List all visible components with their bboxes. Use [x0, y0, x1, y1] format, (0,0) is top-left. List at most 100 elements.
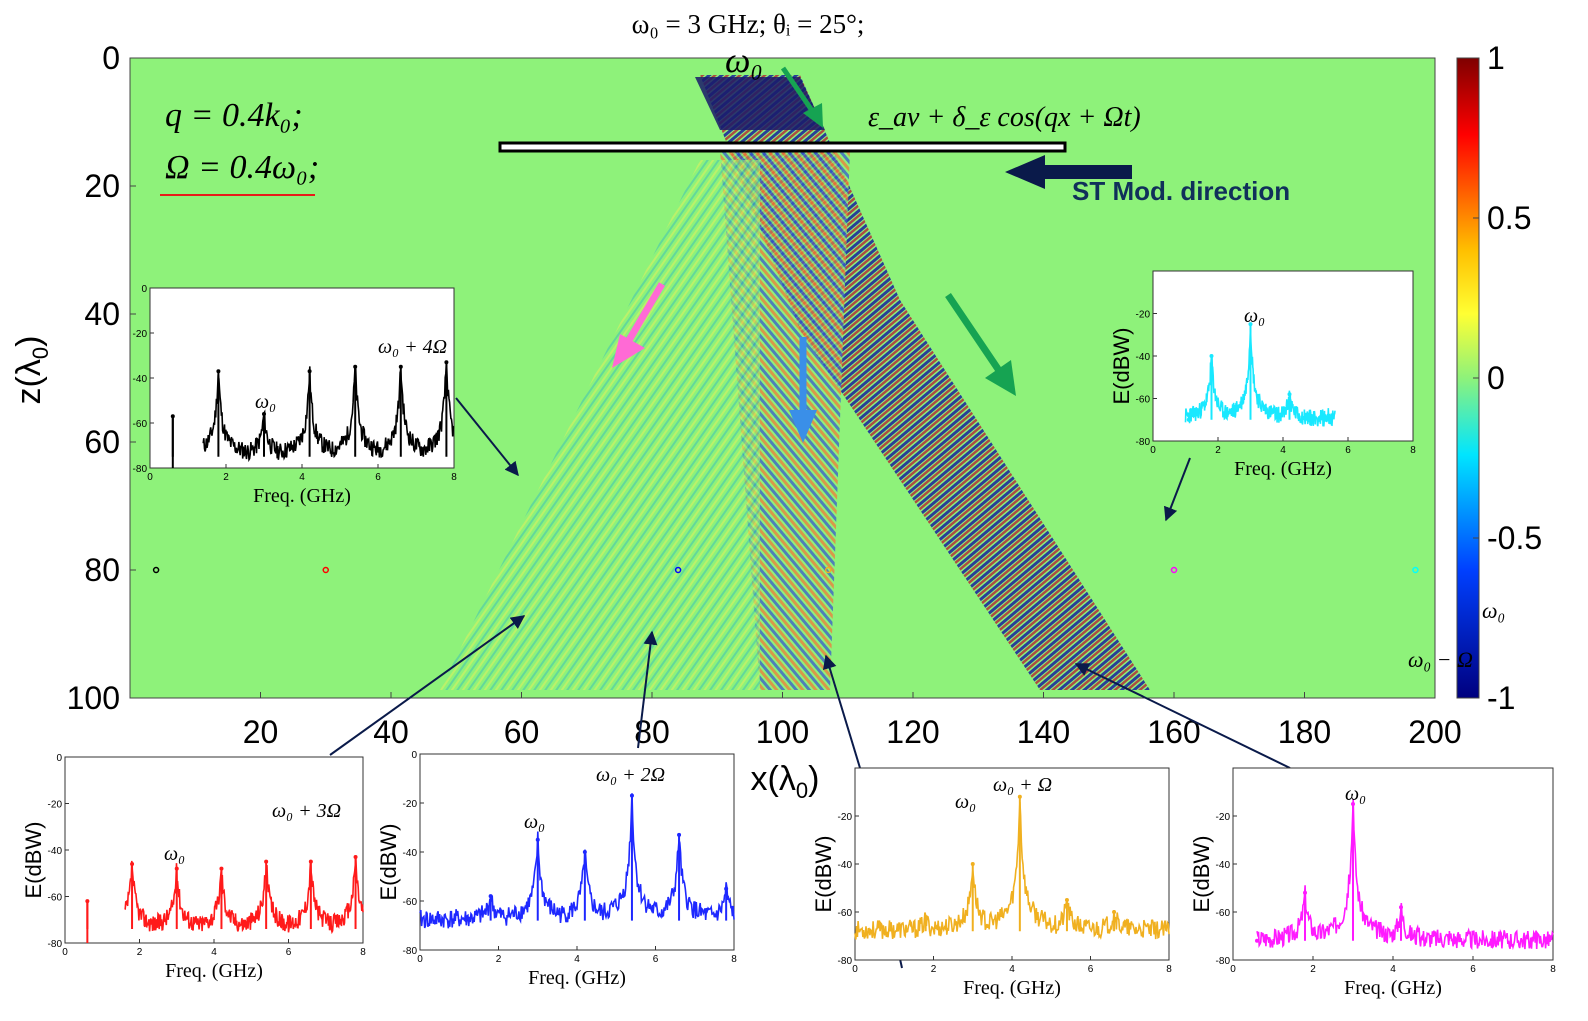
spectrum-peak-marker — [1351, 802, 1355, 806]
spectrum-peak-marker — [923, 917, 928, 922]
inset-ylabel: E(dBW) — [1189, 836, 1214, 913]
inset-y-tick-label: 0 — [56, 753, 62, 764]
spectrum-peak-marker — [1017, 794, 1022, 799]
inset-ylabel: E(dBW) — [1109, 328, 1134, 405]
spectrum-peak-marker — [307, 369, 312, 374]
spectrum-trace — [1256, 799, 1554, 951]
inset-y-tick-label: -60 — [1136, 395, 1151, 406]
spectrum-trace — [1184, 327, 1336, 427]
spectrum-peak-marker — [1064, 898, 1069, 902]
inset-x-tick-label: 2 — [1215, 445, 1221, 456]
spectrum-peak-marker — [264, 859, 269, 864]
x-tick-label: 160 — [1147, 714, 1200, 750]
inset-y-tick-label: -40 — [48, 846, 63, 857]
leader-magenta — [1074, 663, 1291, 769]
st-mod-direction-arrow-head — [1005, 155, 1045, 189]
oblique-ripple-fan — [440, 160, 760, 690]
inset-x-tick-label: 6 — [1470, 964, 1476, 975]
inset-y-tick-label: -80 — [838, 956, 853, 967]
spectrum-peak-marker — [219, 866, 224, 871]
incident-arrow — [780, 66, 818, 117]
inset-peak-label: ω₀ — [255, 391, 276, 413]
inset-xlabel: Freq. (GHz) — [1344, 977, 1442, 999]
probe-point — [1170, 566, 1178, 574]
probe-point — [1412, 566, 1419, 574]
inset-x-tick-label: 8 — [1410, 445, 1416, 456]
normal-arrow-head — [789, 410, 817, 443]
spectrum-peak-marker — [1112, 910, 1117, 914]
inset-y-tick-label: -20 — [838, 812, 853, 823]
inset-x-tick-label: 2 — [931, 964, 937, 975]
inset-x-tick-label: 6 — [286, 947, 292, 958]
inset-x-tick-label: 4 — [1390, 964, 1396, 975]
spectrum-peak-marker — [1326, 413, 1331, 418]
probe-point — [322, 566, 329, 574]
inset-y-tick-label: -40 — [1216, 860, 1231, 871]
spectrum-peak-marker — [308, 859, 313, 864]
inset-y-tick-label: 0 — [411, 750, 417, 761]
transmitted-arrow-head — [985, 360, 1016, 396]
inset-y-tick-label: -20 — [1216, 812, 1231, 823]
spectrum-peak-marker — [724, 886, 729, 891]
probe-point — [824, 566, 832, 574]
colorbar-tick-label: -0.5 — [1487, 520, 1542, 556]
inset-x-tick-label: 8 — [360, 947, 366, 958]
spectrum-peak-marker — [1255, 938, 1259, 943]
inset-x-tick-label: 8 — [731, 954, 737, 965]
spectrum-peak-marker — [629, 793, 634, 798]
inset-y-tick-label: -80 — [1216, 956, 1231, 967]
inset-peak-label: ω₀ + 2Ω — [596, 764, 665, 786]
y-axis-label: z(λ0) — [10, 336, 53, 405]
modulation-formula: ε_av + δ_ε cos(qx + Ωt) — [868, 102, 1141, 133]
inset-y-tick-label: -60 — [838, 908, 853, 919]
spectrum-trace — [419, 793, 735, 929]
inset-x-tick-label: 6 — [1345, 445, 1351, 456]
probe-point — [674, 566, 682, 574]
spectrum-peak-marker — [130, 861, 135, 866]
spectrum-peak-marker — [1209, 354, 1214, 358]
x-tick-label: 200 — [1408, 714, 1461, 750]
inset-x-tick-label: 4 — [1280, 445, 1286, 456]
y-tick-label: 80 — [84, 552, 120, 588]
spectrum-inset-orange: 0 2 4 6 8 -20 -40 -60 -80 Freq. (GHz) E(dBW) ω₀ ω₀ +… — [811, 767, 1172, 999]
inset-peak-label: ω₀ — [955, 791, 976, 813]
inset-x-tick-label: 8 — [451, 472, 457, 483]
x-tick-label: 100 — [756, 714, 809, 750]
spectrum-peak-marker — [1447, 934, 1451, 938]
q-label: q = 0.4k₀; — [165, 97, 303, 134]
inset-peak-label: ω₀ + 4Ω — [378, 336, 447, 358]
inset-y-tick-label: 0 — [141, 284, 147, 295]
backward-arrow-head — [612, 334, 645, 368]
spectrum-peak-marker — [1303, 890, 1307, 895]
spectrum-peak-marker — [353, 364, 358, 369]
colorbar-tick-label: -1 — [1487, 680, 1515, 716]
colorbar-tick-label: 0 — [1487, 360, 1505, 396]
inset-y-tick-label: -80 — [403, 946, 418, 957]
x-tick-label: 140 — [1017, 714, 1070, 750]
inset-x-tick-label: 2 — [137, 947, 143, 958]
modulated-slab — [498, 141, 1067, 153]
inset-ylabel: E(dBW) — [21, 822, 46, 899]
spectrum-peak-marker — [353, 854, 358, 859]
spectrum-trace — [202, 362, 455, 463]
spectrum-peak-marker — [444, 360, 449, 365]
spectrum-trace — [124, 857, 364, 935]
inset-y-tick-label: -40 — [1136, 352, 1151, 363]
inset-xlabel: Freq. (GHz) — [963, 977, 1061, 999]
inset-y-tick-label: -20 — [48, 800, 63, 811]
inset-xlabel: Freq. (GHz) — [528, 967, 626, 989]
incident-arrow-head — [803, 103, 823, 128]
x-tick-label: 120 — [886, 714, 939, 750]
spectrum-peak-marker — [1186, 417, 1191, 422]
colorbar-annotation-omega0: ω₀ — [1482, 598, 1505, 623]
spectrum-inset-red: 0 2 4 6 8 0 -20 -40 -60 -80 Freq. (GHz) E(dBW) ω₀ ω₀ … — [21, 753, 366, 982]
inset-y-tick-label: -60 — [133, 419, 148, 430]
spectrum-peak-marker — [262, 412, 266, 416]
leader-black — [455, 397, 519, 477]
inset-y-tick-label: -40 — [838, 860, 853, 871]
colorbar: 1 0.5 0 -0.5 -1 ω₀ ω₀ − Ω — [1408, 40, 1542, 716]
inset-ylabel: E(dBW) — [811, 836, 836, 913]
inset-peak-label: ω₀ + Ω — [993, 774, 1052, 796]
leader-orange — [822, 654, 861, 769]
spectrum-inset-black: 0 2 4 6 8 0 -20 -40 -60 -80 Freq. (GHz) ω₀ ω₀ + 4Ω — [133, 284, 458, 507]
